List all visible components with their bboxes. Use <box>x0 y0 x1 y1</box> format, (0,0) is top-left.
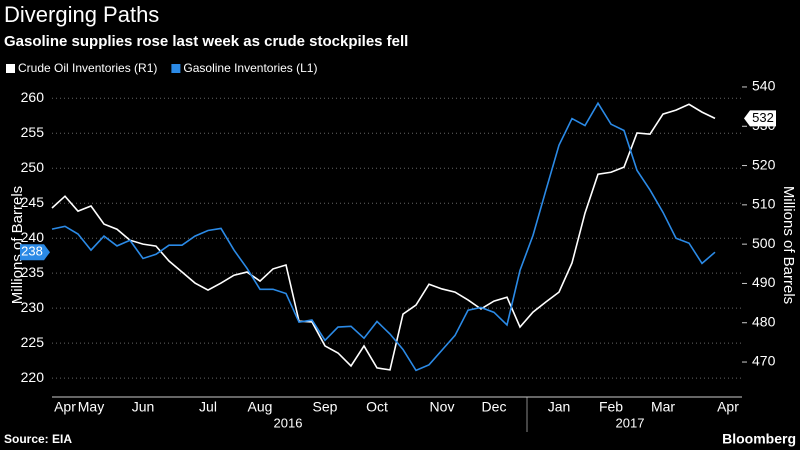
brand: Bloomberg <box>722 431 796 447</box>
y2-tick-label: 520 <box>752 156 776 172</box>
y2-tick-label: 500 <box>752 235 776 251</box>
source: Source: EIA <box>4 432 72 446</box>
x-tick-label: Jul <box>199 399 217 415</box>
x-tick-label: May <box>78 399 104 415</box>
y-tick-label: 255 <box>21 124 45 140</box>
y2-tick-label: 510 <box>752 196 776 212</box>
y-tick-label: 235 <box>21 264 45 280</box>
y-tick-label: 220 <box>21 369 45 385</box>
y2-tick-label: 540 <box>752 78 776 94</box>
last-value-tag <box>744 110 776 127</box>
x-tick-label: Jan <box>548 399 571 415</box>
legend-swatch <box>6 64 15 73</box>
last-value-label: 238 <box>21 244 43 259</box>
y-axis-label: Millions of Barrels <box>9 186 26 304</box>
legend-swatch <box>171 64 181 73</box>
y2-tick-label: 490 <box>752 274 776 290</box>
last-value-tag <box>20 244 50 261</box>
x-tick-label: Feb <box>599 399 623 415</box>
legend-label: Crude Oil Inventories (R1) <box>18 61 157 75</box>
x-tick-label: Sep <box>313 399 338 415</box>
x-tick-label: Oct <box>366 399 388 415</box>
year-label: 2016 <box>274 415 303 430</box>
last-value-label: 532 <box>752 110 774 125</box>
x-tick-label: Aug <box>248 399 273 415</box>
y-tick-label: 225 <box>21 334 45 350</box>
x-tick-label: Apr <box>54 399 76 415</box>
legend-label: Gasoline Inventories (L1) <box>183 61 317 75</box>
x-tick-label: Jun <box>132 399 155 415</box>
y-tick-label: 240 <box>21 229 45 245</box>
y-tick-label: 260 <box>21 89 45 105</box>
y2-tick-label: 480 <box>752 313 776 329</box>
y-tick-label: 230 <box>21 299 45 315</box>
y2-tick-label: 470 <box>752 353 776 369</box>
x-tick-label: Dec <box>482 399 507 415</box>
chart-title: Diverging Paths <box>4 2 159 27</box>
x-tick-label: Apr <box>717 399 739 415</box>
x-tick-label: Nov <box>430 399 455 415</box>
y-tick-label: 245 <box>21 194 45 210</box>
y-tick-label: 250 <box>21 159 45 175</box>
series-line <box>51 103 716 371</box>
chart-subtitle: Gasoline supplies rose last week as crud… <box>4 33 408 50</box>
y2-axis-label: Millions of Barrels <box>780 186 797 304</box>
year-label: 2017 <box>616 415 645 430</box>
series-line <box>51 101 716 372</box>
x-tick-label: Mar <box>651 399 675 415</box>
